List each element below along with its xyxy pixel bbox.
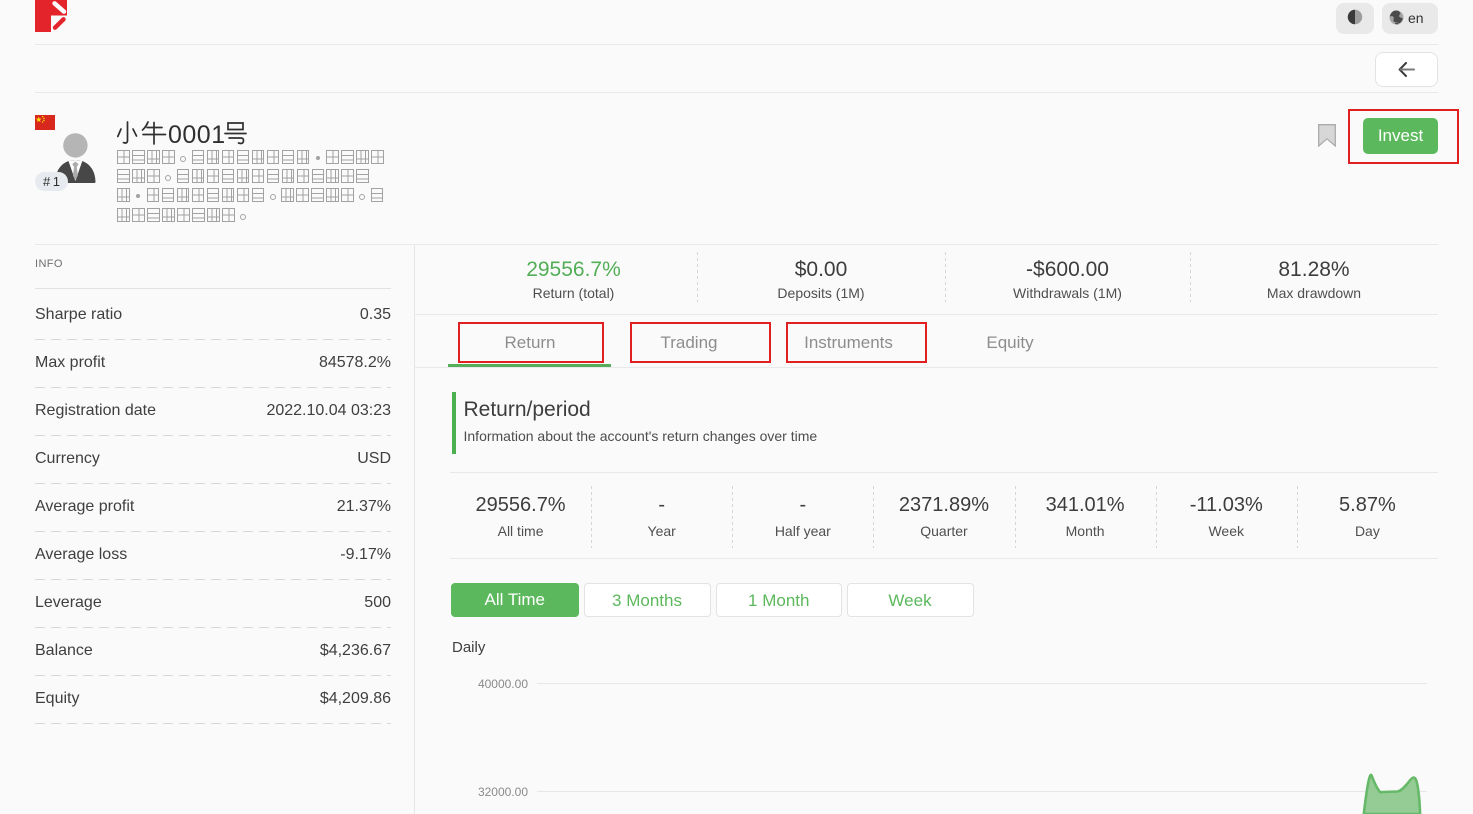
svg-text:0001: 0001 [168, 121, 226, 147]
